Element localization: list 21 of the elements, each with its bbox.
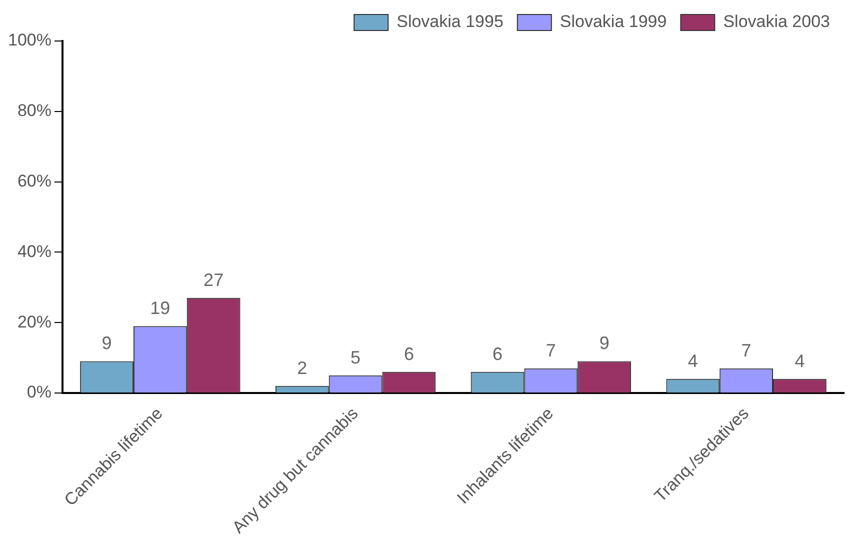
data-label: 4 <box>688 350 698 371</box>
legend-label: Slovakia 1995 <box>396 12 504 32</box>
data-label: 9 <box>102 333 112 354</box>
y-tick-label: 0% <box>26 382 52 402</box>
data-label: 5 <box>350 347 361 368</box>
data-label: 7 <box>741 340 752 360</box>
legend-label: Slovakia 2003 <box>723 12 830 32</box>
data-label: 6 <box>404 344 414 364</box>
y-tick-label: 60% <box>17 171 52 190</box>
data-label: 19 <box>150 298 170 318</box>
data-label: 6 <box>492 344 503 364</box>
legend-label: Slovakia 1999 <box>560 12 667 32</box>
data-label: 4 <box>794 350 805 371</box>
data-label: 2 <box>297 358 308 378</box>
y-tick-label: 20% <box>17 312 52 332</box>
y-tick-label: 100% <box>8 30 52 50</box>
y-tick-label: 80% <box>17 101 52 120</box>
data-label: 27 <box>204 270 224 290</box>
y-tick-label: 40% <box>17 242 52 261</box>
data-label: 7 <box>546 340 556 360</box>
data-label: 9 <box>599 333 610 354</box>
